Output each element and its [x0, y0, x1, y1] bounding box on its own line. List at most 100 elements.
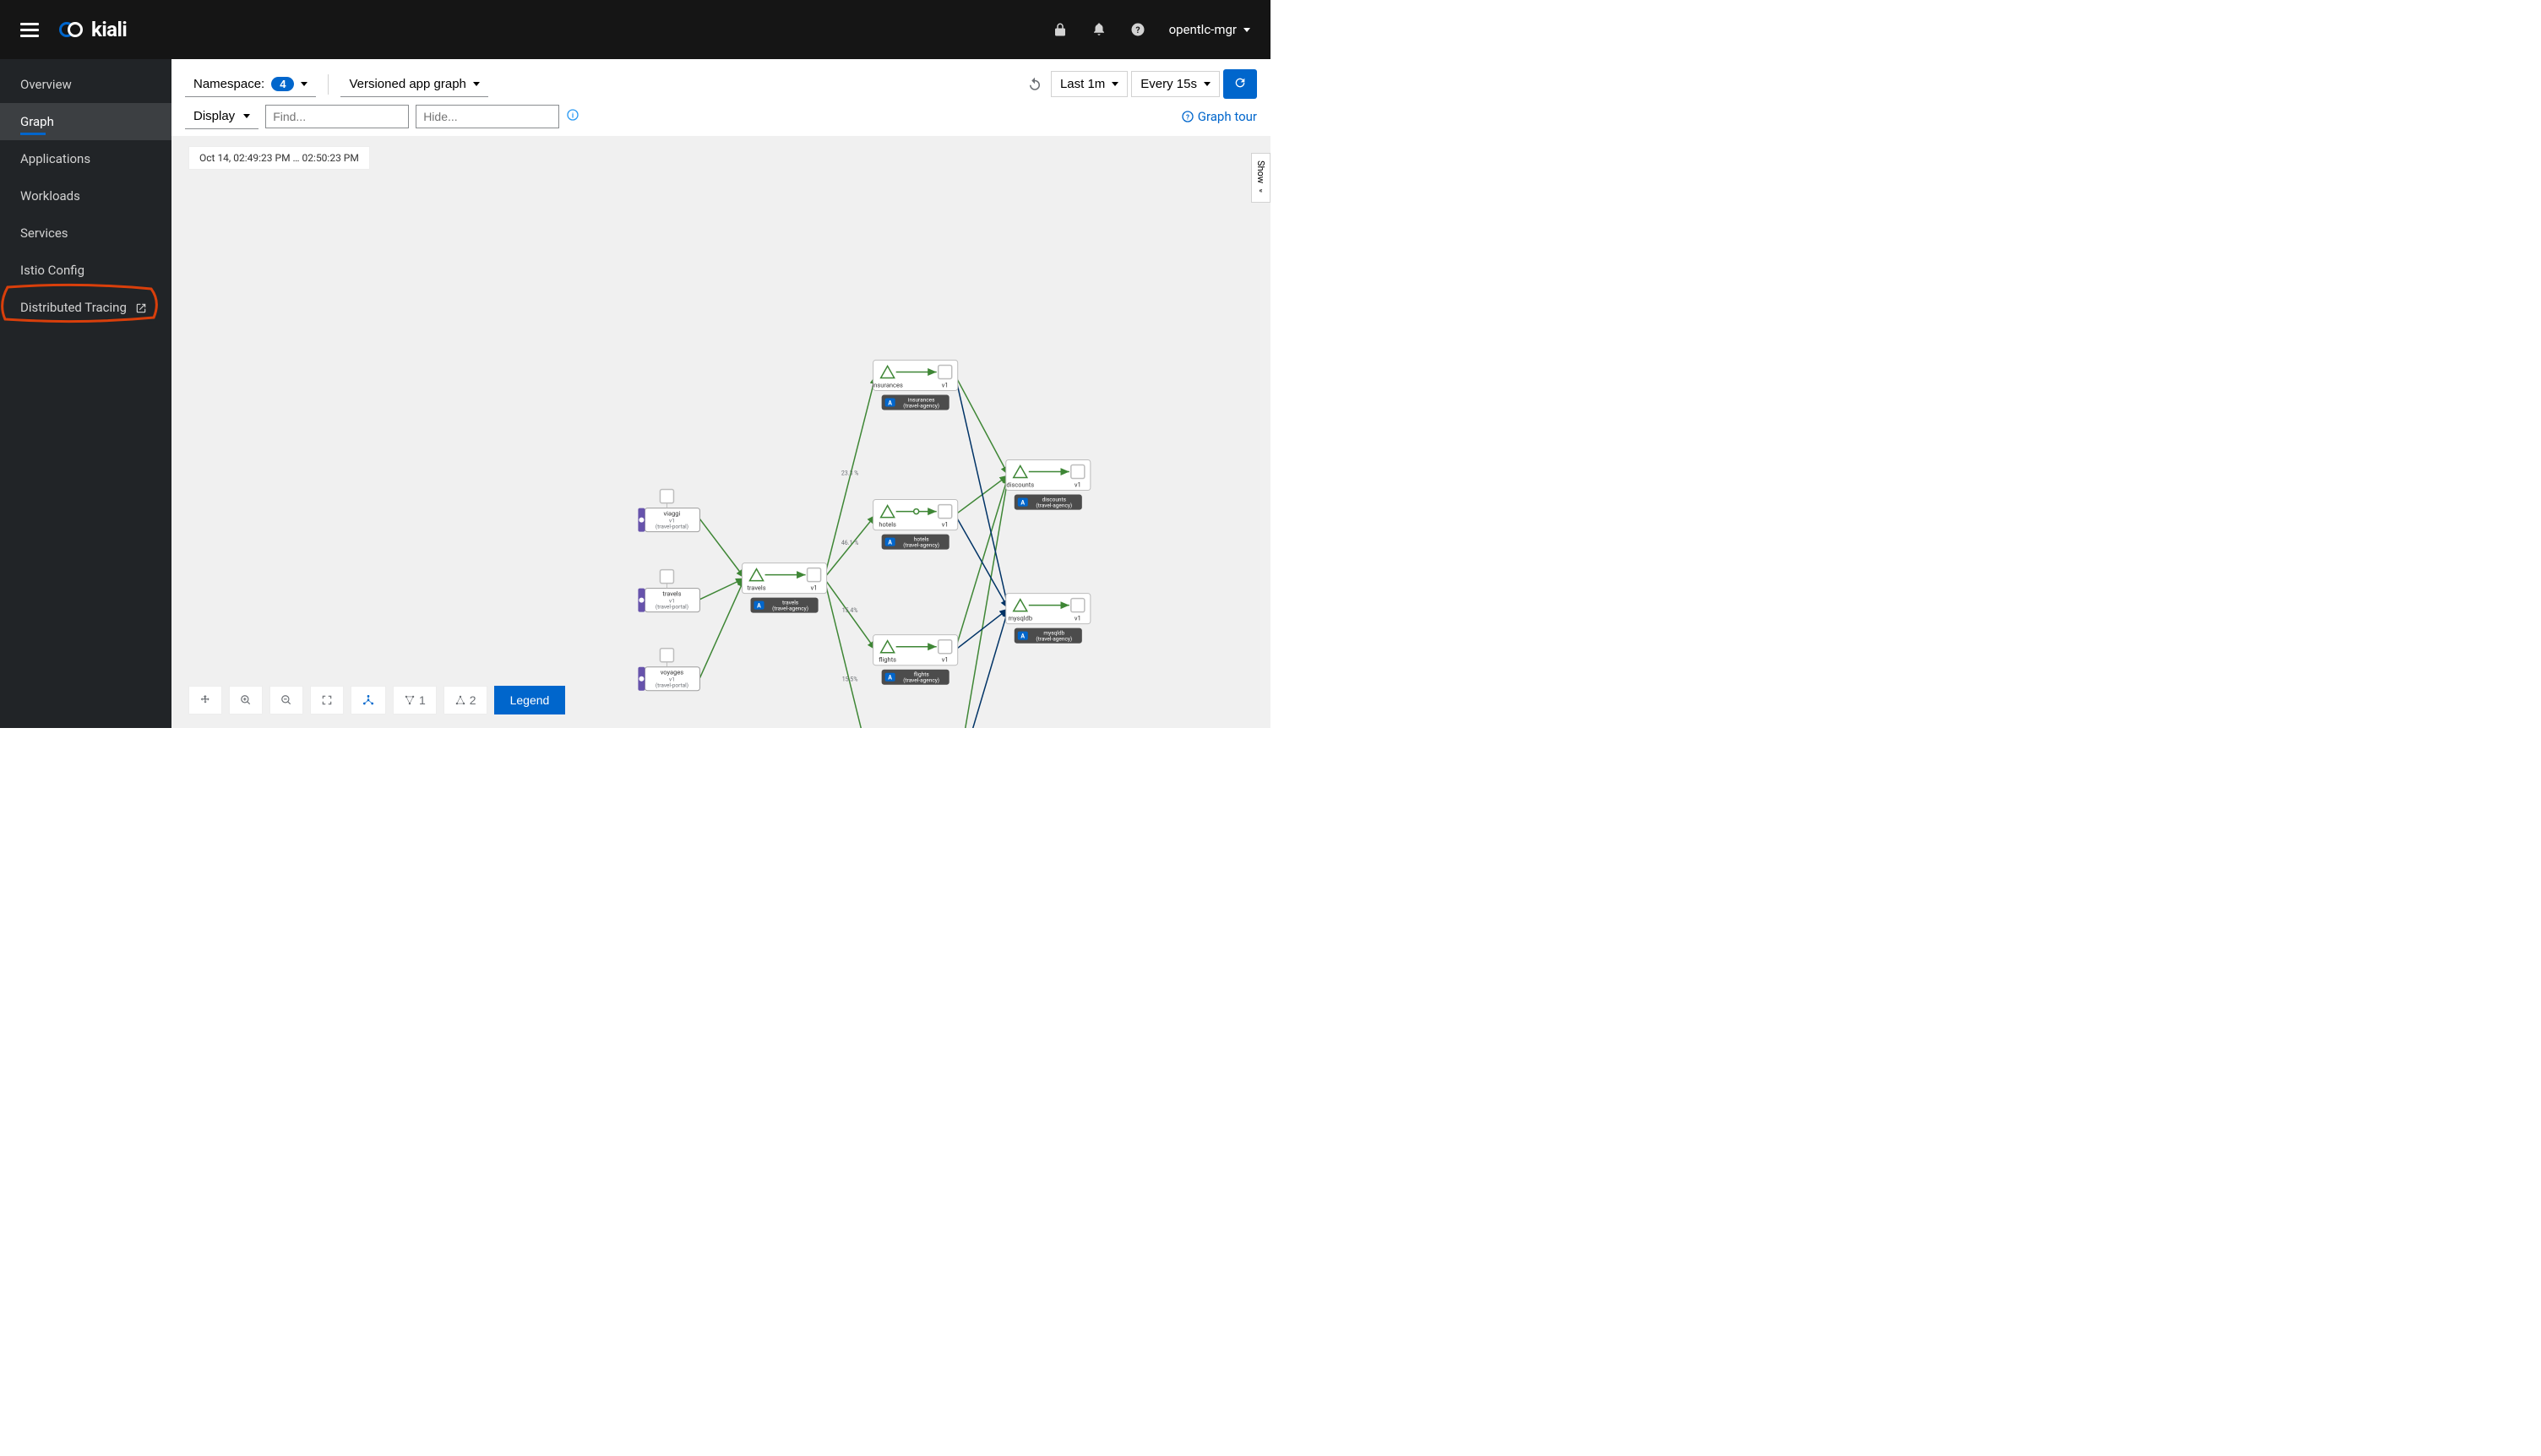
- layout-default-button[interactable]: [351, 686, 386, 714]
- sidebar-item-istio-config[interactable]: Istio Config: [0, 252, 171, 289]
- chevron-down-icon: [301, 82, 307, 86]
- svg-text:v1: v1: [942, 521, 949, 529]
- svg-text:travels: travels: [747, 584, 765, 592]
- sidebar-item-services[interactable]: Services: [0, 215, 171, 252]
- info-icon[interactable]: i: [566, 108, 579, 125]
- layout-1-button[interactable]: 1: [393, 686, 437, 714]
- graph-node-mysqldb[interactable]: mysqldbv1Amysqldb(travel-agency): [1006, 594, 1091, 644]
- zoom-in-button[interactable]: [229, 686, 263, 714]
- svg-text:15.4%: 15.4%: [842, 607, 858, 614]
- sidebar-item-workloads[interactable]: Workloads: [0, 177, 171, 215]
- namespace-count-badge: 4: [271, 77, 294, 91]
- toolbar-secondary: Display i ? Graph tour: [171, 101, 1270, 136]
- user-menu[interactable]: opentlc-mgr: [1169, 22, 1250, 37]
- drag-button[interactable]: [188, 686, 222, 714]
- svg-text:23.3 %: 23.3 %: [841, 470, 859, 477]
- main-content: Namespace: 4 Versioned app graph Last 1m: [171, 59, 1270, 728]
- graph-canvas[interactable]: Oct 14, 02:49:23 PM … 02:50:23 PM Show «…: [171, 136, 1270, 728]
- graph-node-hotels[interactable]: hotelsv1Ahotels(travel-agency): [873, 500, 958, 550]
- toolbar-primary: Namespace: 4 Versioned app graph Last 1m: [171, 59, 1270, 101]
- svg-text:(travel-agency): (travel-agency): [903, 677, 939, 684]
- svg-text:?: ?: [1135, 24, 1140, 35]
- svg-text:v1: v1: [1075, 481, 1081, 489]
- svg-text:viaggi: viaggi: [664, 510, 681, 518]
- svg-text:(travel-agency): (travel-agency): [1036, 503, 1072, 509]
- fit-button[interactable]: [310, 686, 344, 714]
- svg-text:46.1 %: 46.1 %: [841, 540, 859, 546]
- graph-node-discounts[interactable]: discountsv1Adiscounts(travel-agency): [1006, 460, 1091, 510]
- chevron-down-icon: [1112, 82, 1118, 86]
- svg-text:v1: v1: [942, 656, 949, 664]
- svg-text:A: A: [888, 540, 892, 546]
- svg-text:v1: v1: [1075, 615, 1081, 622]
- show-panel-toggle[interactable]: Show «: [1251, 153, 1270, 203]
- masthead: kiali ? opentlc-mgr: [0, 0, 1270, 59]
- svg-text:(travel-agency): (travel-agency): [772, 606, 808, 612]
- graph-node-travels[interactable]: travelsv1Atravels(travel-agency): [743, 563, 827, 613]
- svg-text:(travel-agency): (travel-agency): [903, 402, 939, 409]
- svg-text:i: i: [572, 111, 574, 120]
- graph-node-insurances[interactable]: insurancesv1Ainsurances(travel-agency): [872, 360, 957, 410]
- zoom-out-button[interactable]: [269, 686, 303, 714]
- brand-name: kiali: [91, 18, 127, 41]
- chevron-down-icon: [473, 82, 480, 86]
- refresh-button[interactable]: [1223, 69, 1257, 99]
- chevron-down-icon: [1204, 82, 1211, 86]
- graph-node-viaggi[interactable]: viaggiv1(travel-portal): [638, 490, 699, 532]
- sidebar-item-graph[interactable]: Graph: [0, 103, 171, 140]
- bell-icon[interactable]: [1091, 22, 1107, 37]
- svg-text:v1: v1: [811, 584, 818, 592]
- svg-text:A: A: [1020, 633, 1025, 640]
- find-input[interactable]: [265, 105, 409, 128]
- display-options-button[interactable]: Display: [185, 104, 258, 129]
- svg-text:?: ?: [1186, 113, 1189, 121]
- svg-text:A: A: [757, 603, 761, 610]
- divider: [328, 74, 329, 95]
- layout-2-button[interactable]: 2: [443, 686, 487, 714]
- hide-input[interactable]: [416, 105, 559, 128]
- legend-button[interactable]: Legend: [494, 686, 566, 714]
- svg-text:(travel-agency): (travel-agency): [903, 542, 939, 549]
- svg-text:travels: travels: [662, 590, 681, 598]
- svg-text:mysqldb: mysqldb: [1009, 615, 1033, 622]
- svg-text:hotels: hotels: [879, 521, 896, 529]
- svg-text:A: A: [888, 399, 892, 406]
- time-range-selector[interactable]: Last 1m: [1051, 71, 1128, 97]
- service-graph-svg: 23.3 %46.1 %15.4%15.5% viaggiv1(travel-p…: [171, 136, 1270, 728]
- lock-icon[interactable]: [1053, 22, 1068, 37]
- svg-text:(travel-portal): (travel-portal): [656, 604, 688, 611]
- sidebar-item-distributed-tracing[interactable]: Distributed Tracing: [0, 289, 171, 326]
- user-name: opentlc-mgr: [1169, 22, 1237, 37]
- svg-text:flights: flights: [879, 656, 896, 664]
- svg-text:v1: v1: [942, 381, 949, 388]
- svg-text:A: A: [1020, 500, 1025, 507]
- help-icon[interactable]: ?: [1130, 22, 1145, 37]
- graph-toolbar: 1 2 Legend: [188, 686, 565, 714]
- namespace-selector[interactable]: Namespace: 4: [185, 72, 316, 97]
- svg-text:15.5%: 15.5%: [842, 676, 858, 683]
- kiali-logo-icon: [59, 19, 84, 40]
- graph-timestamp: Oct 14, 02:49:23 PM … 02:50:23 PM: [188, 146, 370, 170]
- sidebar-item-applications[interactable]: Applications: [0, 140, 171, 177]
- hamburger-icon[interactable]: [20, 19, 39, 41]
- sidebar-item-overview[interactable]: Overview: [0, 66, 171, 103]
- graph-type-selector[interactable]: Versioned app graph: [340, 72, 487, 97]
- chevron-down-icon: [243, 114, 250, 118]
- chevron-down-icon: [1243, 28, 1250, 32]
- svg-text:insurances: insurances: [872, 381, 902, 388]
- graph-node-travels-p[interactable]: travelsv1(travel-portal): [638, 570, 699, 612]
- svg-text:voyages: voyages: [661, 669, 684, 676]
- graph-tour-link[interactable]: ? Graph tour: [1181, 109, 1257, 124]
- sidebar: Overview Graph Applications Workloads Se…: [0, 59, 171, 728]
- graph-node-flights[interactable]: flightsv1Aflights(travel-agency): [873, 635, 958, 685]
- svg-text:discounts: discounts: [1006, 481, 1034, 489]
- svg-text:A: A: [888, 675, 892, 682]
- graph-node-voyages[interactable]: voyagesv1(travel-portal): [638, 649, 699, 691]
- replay-icon[interactable]: [1022, 77, 1047, 92]
- svg-text:(travel-agency): (travel-agency): [1036, 636, 1072, 643]
- refresh-icon: [1233, 76, 1247, 90]
- external-link-icon: [135, 302, 147, 314]
- svg-text:(travel-portal): (travel-portal): [656, 524, 688, 530]
- brand-logo[interactable]: kiali: [59, 18, 127, 41]
- refresh-interval-selector[interactable]: Every 15s: [1131, 71, 1220, 97]
